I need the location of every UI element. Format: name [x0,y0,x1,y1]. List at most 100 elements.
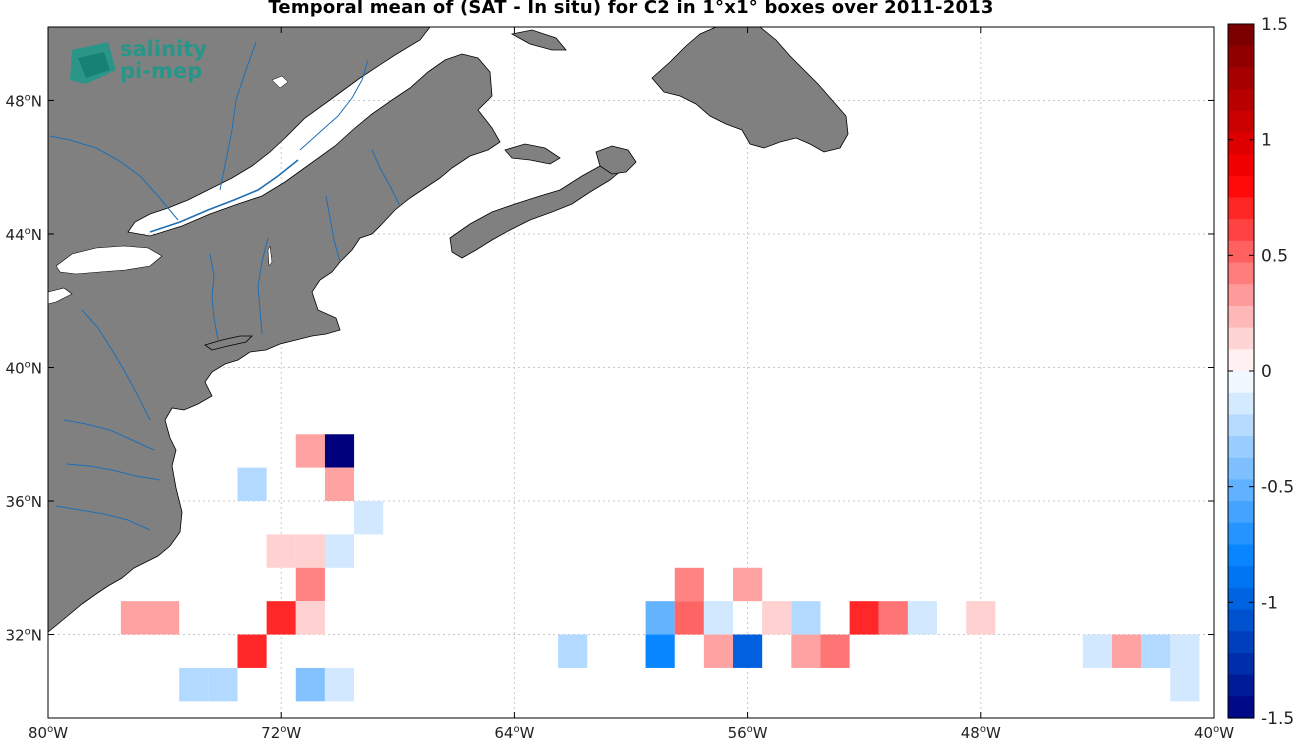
anomaly-cell [324,667,355,702]
anomaly-cell [1170,634,1200,668]
river-ottawa [49,135,179,221]
river-hudson [209,253,219,341]
colorbar-level [1228,175,1254,199]
y-tick-label: 40oN [6,359,42,377]
anomaly-cell [1170,667,1200,702]
lake-ontario [55,245,163,275]
anomaly-cell [354,501,384,535]
colorbar-level [1228,349,1254,372]
lake-st-jean [271,75,289,89]
river-connecticut [257,237,269,335]
x-tick-label: 72oW [261,724,301,740]
anomaly-cell [1082,634,1112,668]
anomaly-cell [237,467,267,502]
colorbar-tick-label: 0.5 [1261,246,1288,266]
land-north-america [48,27,501,633]
x-tick-label: 80oW [28,724,68,740]
river-saguenay [299,59,369,151]
anomaly-cell [674,567,704,602]
colorbar-level [1228,631,1254,654]
x-tick-label: 40oW [1194,724,1234,740]
colorbar-tick-label: -1.5 [1261,709,1294,729]
colorbar-tick-label: -0.5 [1261,478,1294,498]
anomaly-cell [791,634,821,668]
x-tick-label: 56oW [728,724,768,740]
colorbar-level [1228,392,1254,415]
river-roanoke [55,505,151,531]
land-long-island [204,335,253,351]
anomaly-cell [295,434,325,468]
anomaly-cell [237,634,267,668]
anomaly-cell [120,601,151,635]
anomaly-cell [1141,634,1171,668]
colorbar-level [1228,479,1254,502]
river-saint-john [371,149,401,207]
anomaly-cell [295,601,325,635]
anomaly-cell [295,667,325,702]
colorbar-level [1228,132,1254,155]
river-potomac [63,419,155,451]
land-newfoundland [651,27,849,153]
map-title: Temporal mean of (SAT - In situ) for C2 … [268,0,994,18]
anomaly-cell [324,467,355,502]
land-masses [48,27,849,633]
colorbar-level [1228,609,1254,632]
anomaly-cell [266,534,296,568]
anomaly-cell [324,434,355,468]
plot-frame [47,26,1215,719]
anomaly-cell [645,634,675,668]
colorbar-level [1228,67,1254,90]
colorbar-level [1228,587,1254,611]
colorbar-tick-label: 1 [1261,131,1272,151]
colorbar-level [1228,414,1254,437]
colorbar-level [1228,501,1254,524]
anomaly-cell [266,601,296,635]
anomaly-cell [645,601,675,635]
anomaly-cell [179,667,209,702]
land-cape-breton [595,145,637,175]
anomaly-cell [674,601,704,635]
colorbar-level [1228,522,1254,546]
land-anticosti [510,29,567,51]
anomaly-cell [558,634,588,668]
lake-champlain [267,245,273,267]
colorbar-level [1228,240,1254,264]
anomaly-cell [208,667,238,702]
y-tick-label: 32oN [6,627,42,645]
anomaly-cell [733,567,763,602]
anomaly-cell [703,634,734,668]
x-tick-label: 64oW [494,724,534,740]
anomaly-cell [703,601,734,635]
land-nova-scotia [449,159,623,259]
anomaly-cell [150,601,180,635]
colorbar-level [1228,436,1254,459]
colorbar-level [1228,110,1254,134]
land-pei [504,143,561,165]
lake-erie [48,287,73,305]
y-tick-label: 48oN [6,92,42,110]
colorbar-tick-label: 0 [1261,362,1272,382]
colorbar-level [1228,305,1254,329]
colorbar-level [1228,24,1254,47]
colorbar-level [1228,566,1254,589]
anomaly-cell [907,601,938,635]
colorbar-level [1228,652,1254,676]
colorbar-level [1228,371,1254,394]
anomaly-cell [849,601,879,635]
colorbar-level [1228,89,1254,112]
y-tick-label: 36oN [6,493,42,511]
axis-ticks: 80oW 72oW 64oW 56oW 48oW 40oW 32oN 36oN 40oN 44oN… [6,27,1234,740]
anomaly-cells [120,434,1200,702]
colorbar: 1.5 1 0.5 0 -0.5 -1 -1.5 [1227,15,1294,729]
anomaly-cell [295,567,325,602]
anomaly-cell [324,534,355,568]
colorbar-level [1228,674,1254,697]
colorbar-level [1228,197,1254,220]
anomaly-cell [791,601,821,635]
colorbar-level [1228,284,1254,307]
anomaly-cell [762,601,792,635]
river-north [219,41,257,191]
river-susquehanna [81,309,151,421]
anomaly-cell [1111,634,1142,668]
